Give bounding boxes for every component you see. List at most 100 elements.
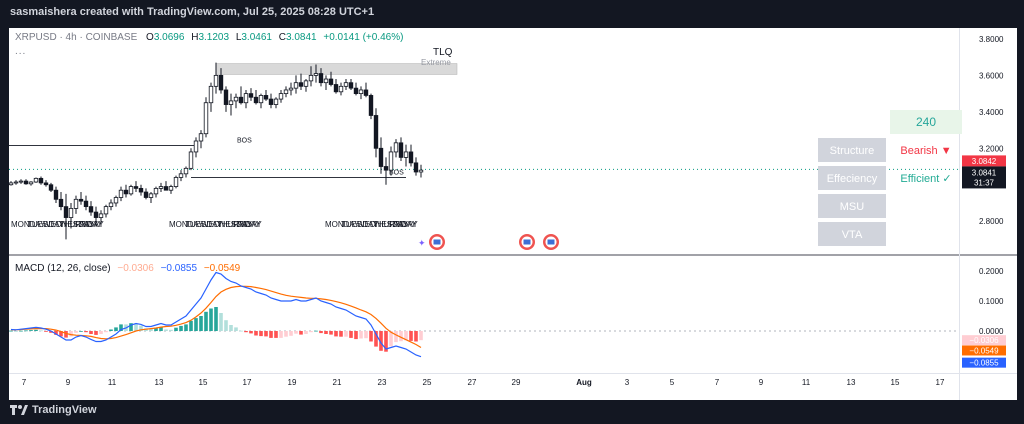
day-label: MONDAY: [169, 220, 204, 229]
candle: [368, 95, 374, 116]
low-label: L: [235, 32, 242, 43]
candle: [188, 151, 194, 169]
time-axis-label: 9: [66, 378, 71, 387]
macd-axis-label: 0.2000: [979, 267, 1004, 276]
bos-label-lower: BOS: [389, 169, 404, 176]
candle: [23, 180, 29, 185]
time-axis-label: 9: [759, 378, 764, 387]
candle: [9, 182, 14, 186]
candle: [238, 96, 244, 104]
current-price-value: 3.0841: [972, 168, 997, 177]
table-label: VTA: [842, 229, 863, 241]
candle: [408, 151, 414, 164]
day-label: THURSDAY: [373, 220, 417, 229]
day-label: FRIDAY: [75, 220, 104, 229]
candle: [403, 151, 409, 158]
candle: [193, 140, 199, 153]
macd-histogram-bar: [89, 331, 93, 334]
macd-line: [10, 271, 422, 358]
table-label: Effeciency: [827, 173, 878, 185]
macd-histogram-bar: [169, 329, 173, 331]
chart-panel[interactable]: TLQ Extreme BOS BOS MONDAY TUESDAY WEDNESDAY TH…: [9, 28, 1017, 400]
last-price-tag: [962, 155, 1006, 167]
candle: [218, 74, 224, 91]
macd-histogram-bar: [29, 330, 33, 331]
sparkle-icon: ✦: [418, 238, 426, 248]
macd-histogram-bar: [354, 331, 358, 340]
candle: [333, 84, 339, 93]
macd-histogram-bar: [54, 331, 58, 335]
macd-histogram-bar: [409, 331, 413, 341]
macd-value-tag-label: −0.0306: [969, 336, 999, 345]
macd-histogram-bar: [274, 331, 278, 338]
chart-author-header: sasmaishera created with TradingView.com…: [10, 6, 375, 18]
candle: [18, 180, 24, 183]
macd-value-tag-label: −0.0855: [969, 359, 999, 368]
macd-histogram-bar: [374, 331, 378, 347]
macd-axis-label: 0.1000: [979, 297, 1004, 306]
macd-histogram-bar: [34, 329, 38, 331]
macd-histogram-bar: [264, 331, 268, 337]
day-label: FRIDAY: [389, 220, 418, 229]
table-value: Efficient ✓: [900, 173, 951, 185]
macd-histogram-bar: [279, 331, 283, 338]
tradingview-footer: TradingView: [10, 404, 97, 416]
candle: [33, 177, 39, 183]
macd-histogram-bar: [104, 331, 108, 333]
macd-histogram-bar: [179, 325, 183, 331]
timeframe-cell: [890, 110, 962, 134]
macd-histogram-bar: [114, 327, 118, 331]
candle: [248, 93, 254, 98]
candle: [93, 211, 99, 218]
candle: [348, 82, 354, 89]
candle: [363, 89, 369, 96]
macd-histogram-bar: [309, 331, 313, 333]
time-axis-label: 7: [715, 378, 720, 387]
candle: [353, 87, 359, 95]
time-axis-label: 15: [199, 378, 208, 387]
macd-histogram-bar: [74, 331, 78, 333]
macd-histogram-bar: [259, 331, 263, 337]
macd-histogram-bar: [109, 329, 113, 331]
macd-histogram-bar: [324, 331, 328, 334]
macd-value-tag: [962, 335, 1006, 346]
candle: [143, 191, 149, 198]
macd-histogram-bar: [414, 331, 418, 342]
price-axis-label: 3.6000: [979, 71, 1004, 80]
candle: [198, 133, 204, 142]
bar-countdown: 31:37: [974, 178, 995, 187]
macd-indicator-name[interactable]: MACD (12, 26, close): [15, 263, 111, 274]
macd-value-tag: [962, 357, 1006, 368]
table-label: MSU: [840, 201, 865, 213]
candle: [168, 186, 174, 191]
macd-histogram-bar: [204, 311, 208, 331]
macd-histogram-bar: [329, 331, 333, 335]
candle: [383, 166, 389, 171]
candle: [213, 74, 219, 87]
open-value: 3.0696: [153, 32, 185, 43]
tradingview-brand[interactable]: TradingView: [32, 404, 97, 416]
more-options-icon[interactable]: ...: [15, 46, 27, 57]
macd-histogram-bar: [24, 330, 28, 332]
chart-canvas[interactable]: TLQExtremeBOSBOSMONDAYTUESDAYWEDNESDAYTH…: [9, 28, 1017, 400]
macd-histogram-bar: [189, 320, 193, 331]
macd-histogram-bar: [19, 330, 23, 332]
time-axis-label: 3: [625, 378, 630, 387]
macd-histogram-bar: [14, 331, 18, 332]
macd-histogram-bar: [224, 320, 228, 331]
symbol-name[interactable]: XRPUSD · 4h · COINBASE: [15, 32, 138, 43]
price-axis-label: 3.4000: [979, 108, 1004, 117]
macd-histogram-bar: [229, 325, 233, 331]
macd-histogram-bar: [234, 327, 238, 331]
time-axis-label: 7: [22, 378, 27, 387]
day-label: TUESDAY: [27, 220, 65, 229]
candle: [313, 73, 319, 76]
macd-histogram-bar: [394, 331, 398, 343]
time-axis-label: 13: [847, 378, 856, 387]
macd-histogram-bar: [84, 331, 88, 333]
macd-histogram-bar: [369, 331, 373, 342]
price-axis-label: 3.2000: [979, 144, 1004, 153]
extreme-label: Extreme: [421, 58, 451, 67]
high-value: 3.1203: [198, 32, 230, 43]
candle: [163, 186, 169, 191]
